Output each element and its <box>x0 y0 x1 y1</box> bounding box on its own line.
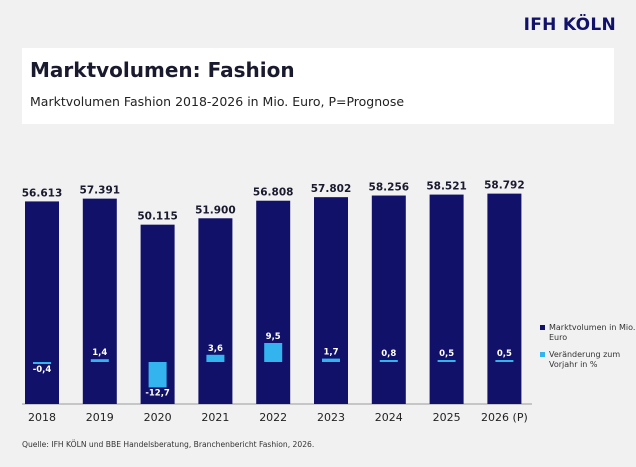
volume-bar <box>429 194 464 404</box>
x-tick-label: 2024 <box>375 411 403 424</box>
volume-bar <box>487 193 522 404</box>
volume-data-label: 58.792 <box>484 180 525 192</box>
source-note: Quelle: IFH KÖLN und BBE Handelsberatung… <box>22 440 315 449</box>
change-bar <box>33 362 51 364</box>
change-data-label: 1,4 <box>92 348 107 358</box>
change-data-label: 0,5 <box>497 349 512 359</box>
chart-title: Marktvolumen: Fashion <box>30 58 295 82</box>
change-bar <box>379 360 398 362</box>
change-data-label: -12,7 <box>145 388 170 398</box>
volume-data-label: 56.613 <box>22 187 63 199</box>
chart-subtitle: Marktvolumen Fashion 2018-2026 in Mio. E… <box>30 94 405 109</box>
x-tick-label: 2020 <box>144 411 172 424</box>
volume-bar <box>25 201 59 404</box>
x-tick-label: 2023 <box>317 411 345 424</box>
change-bar <box>322 358 340 362</box>
change-bar <box>206 354 225 362</box>
volume-data-label: 57.802 <box>311 183 352 195</box>
volume-data-label: 50.115 <box>137 211 178 223</box>
legend-swatch-change <box>540 352 545 357</box>
volume-data-label: 58.256 <box>369 182 410 194</box>
legend-label-volume: Marktvolumen in Mio. Euro <box>549 323 636 342</box>
volume-bar <box>371 195 406 404</box>
legend-item-volume: Marktvolumen in Mio. Euro <box>540 323 636 343</box>
title-card: Marktvolumen: Fashion Marktvolumen Fashi… <box>22 48 614 124</box>
change-data-label: 0,8 <box>381 349 396 359</box>
volume-data-label: 58.521 <box>426 181 467 193</box>
legend-swatch-volume <box>540 325 545 330</box>
change-bar <box>495 360 514 362</box>
volume-bar <box>256 200 291 404</box>
x-tick-label: 2018 <box>28 411 56 424</box>
x-tick-label: 2025 <box>433 411 461 424</box>
legend-item-change: Veränderung zum Vorjahr in % <box>540 350 636 370</box>
x-tick-label: 2019 <box>86 411 114 424</box>
volume-bar <box>314 197 348 404</box>
x-tick-label: 2022 <box>259 411 287 424</box>
change-bar <box>437 360 456 362</box>
change-data-label: 9,5 <box>266 332 281 342</box>
volume-bar <box>82 198 117 404</box>
chart-legend: Marktvolumen in Mio. Euro Veränderung zu… <box>540 323 636 377</box>
change-bar <box>148 362 167 388</box>
change-data-label: -0,4 <box>33 365 52 375</box>
volume-data-label: 51.900 <box>195 204 236 216</box>
change-data-label: 3,6 <box>208 344 223 354</box>
volume-bar <box>198 218 233 404</box>
legend-label-change: Veränderung zum Vorjahr in % <box>549 350 621 369</box>
volume-data-label: 57.391 <box>80 185 121 197</box>
change-bar <box>90 359 109 362</box>
change-data-label: 1,7 <box>323 348 338 358</box>
x-tick-label: 2026 (P) <box>481 411 528 424</box>
x-tick-label: 2021 <box>201 411 229 424</box>
change-data-label: 0,5 <box>439 349 454 359</box>
change-bar <box>264 343 283 362</box>
brand-logo: IFH KÖLN <box>523 15 616 35</box>
volume-data-label: 56.808 <box>253 187 294 199</box>
